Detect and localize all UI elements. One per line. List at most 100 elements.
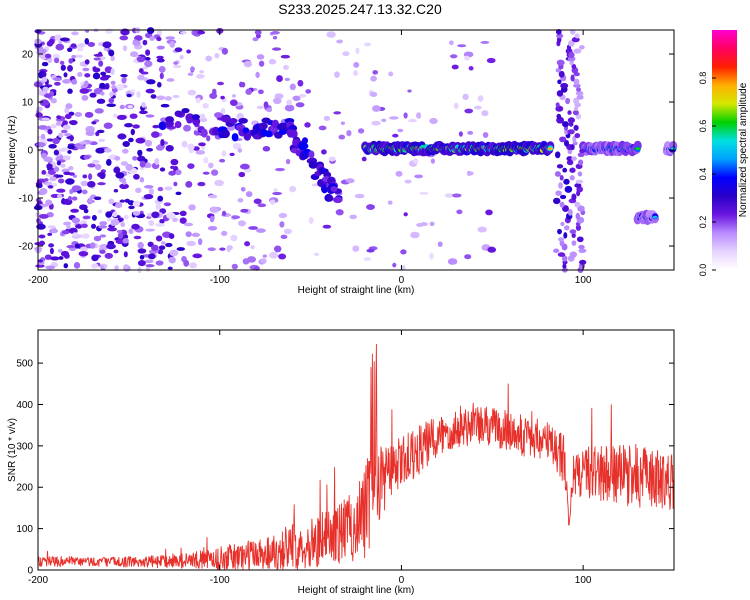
heatmap-cell — [91, 121, 97, 125]
heatmap-cell — [64, 113, 72, 120]
heatmap-cell — [46, 138, 54, 142]
heatmap-cell — [190, 66, 196, 71]
heatmap-cell — [68, 166, 74, 171]
heatmap-cell — [95, 147, 106, 154]
heatmap-cell — [576, 94, 584, 100]
heatmap-cell — [94, 108, 104, 114]
snr-plot-area — [38, 330, 674, 570]
heatmap-cell — [100, 71, 107, 76]
heatmap-cell — [180, 31, 187, 35]
heatmap-cell — [117, 232, 124, 239]
heatmap-cell — [67, 144, 75, 150]
heatmap-cell — [284, 104, 295, 112]
heatmap-cell — [554, 171, 561, 177]
heatmap-cell — [53, 57, 60, 64]
heatmap-cell — [76, 144, 86, 150]
heatmap-cell — [63, 171, 71, 176]
heatmap-cell — [404, 179, 412, 184]
heatmap-cell — [169, 249, 179, 257]
heatmap-cell — [144, 139, 153, 147]
heatmap-cell — [83, 208, 89, 214]
heatmap-cell — [555, 102, 560, 108]
heatmap-cell — [336, 39, 343, 44]
x-tick-label: 0 — [399, 275, 405, 286]
heatmap-cell — [104, 148, 112, 153]
heatmap-cell — [105, 28, 113, 34]
heatmap-cell — [79, 88, 90, 94]
heatmap-cell — [370, 75, 377, 82]
heatmap-cell — [361, 156, 367, 162]
heatmap-cell — [132, 40, 141, 46]
heatmap-cell — [184, 222, 194, 227]
heatmap-cell — [474, 105, 482, 110]
heatmap-cell — [569, 175, 575, 181]
heatmap-cell — [157, 195, 164, 202]
heatmap-cell — [35, 183, 43, 189]
heatmap-cell — [453, 102, 459, 109]
heatmap-cell — [563, 232, 568, 239]
heatmap-cell — [38, 73, 43, 79]
heatmap-cell — [480, 40, 490, 44]
heatmap-cell — [159, 72, 164, 80]
heatmap-cell — [179, 210, 187, 217]
heatmap-cell — [209, 92, 218, 99]
heatmap-cell — [262, 254, 267, 258]
heatmap-cell — [366, 204, 375, 211]
heatmap-cell — [330, 185, 338, 193]
heatmap-cell — [41, 76, 48, 83]
heatmap-cell — [58, 256, 64, 260]
heatmap-cell — [39, 188, 48, 195]
heatmap-cell — [286, 99, 293, 106]
heatmap-cell — [82, 67, 90, 72]
heatmap-cell — [403, 112, 408, 119]
heatmap-cell — [244, 241, 251, 247]
heatmap-cell — [163, 202, 172, 207]
heatmap-cell — [248, 226, 258, 230]
heatmap-cell — [133, 235, 142, 240]
heatmap-cell — [563, 178, 570, 185]
heatmap-cell — [202, 102, 209, 109]
heatmap-cell — [230, 234, 238, 242]
heatmap-cell — [67, 196, 73, 201]
heatmap-cell — [67, 65, 73, 72]
heatmap-cell — [128, 228, 133, 234]
heatmap-cell — [416, 112, 422, 119]
heatmap-cell — [562, 255, 568, 262]
snr-line-series — [37, 343, 675, 571]
heatmap-cell — [87, 181, 96, 188]
heatmap-cell — [137, 74, 145, 81]
heatmap-cell — [464, 108, 474, 114]
heatmap-cell — [110, 80, 116, 85]
heatmap-cell — [166, 212, 176, 219]
x-tick-label: 100 — [575, 575, 592, 586]
heatmap-cell — [272, 191, 283, 196]
heatmap-cell — [174, 121, 182, 129]
heatmap-cell — [158, 66, 166, 73]
snr-x-ticks: -200 -100 0 100 — [28, 330, 592, 586]
heatmap-cell — [120, 221, 126, 228]
heatmap-cell — [257, 203, 267, 208]
y-tick-label: -10 — [19, 194, 34, 205]
heatmap-cell — [96, 98, 106, 104]
heatmap-cell — [220, 95, 225, 100]
heatmap-cell — [381, 118, 387, 123]
heatmap-cell — [556, 90, 564, 97]
heatmap-cell — [556, 113, 562, 120]
heatmap-cell — [62, 120, 68, 126]
heatmap-cell — [574, 33, 580, 39]
heatmap-cell — [349, 214, 357, 220]
heatmap-cell — [214, 179, 224, 187]
heatmap-cell — [130, 89, 136, 93]
heatmap-cell — [119, 199, 126, 203]
heatmap-cell — [576, 236, 584, 243]
heatmap-cell — [237, 148, 243, 153]
heatmap-cell — [130, 128, 135, 136]
heatmap-cell — [124, 122, 133, 128]
heatmap-cell — [92, 67, 101, 73]
heatmap-cell — [555, 68, 562, 73]
heatmap-cell — [165, 242, 173, 248]
heatmap-cell — [140, 71, 149, 75]
heatmap-cell — [305, 89, 312, 94]
heatmap-cell — [99, 76, 109, 81]
heatmap-cell — [47, 169, 56, 175]
